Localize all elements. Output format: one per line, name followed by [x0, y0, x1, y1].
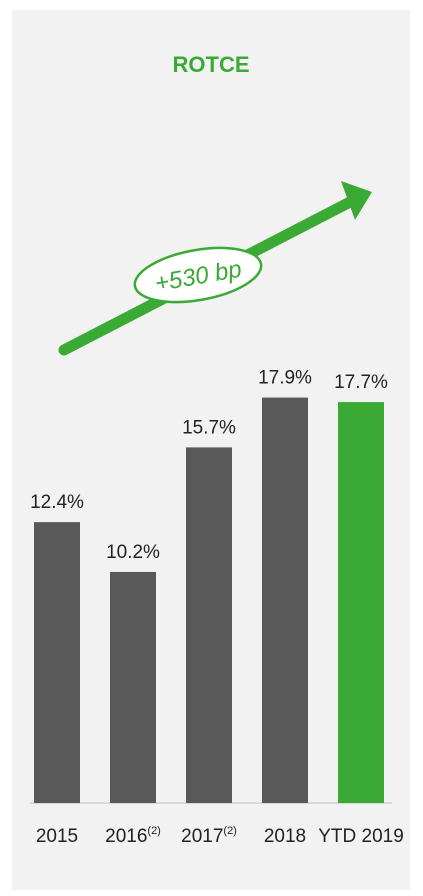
footnote-superscript: (2) — [147, 825, 160, 837]
bar-ytd-2019 — [338, 402, 384, 803]
chart-title: ROTCE — [173, 52, 250, 77]
value-label: 12.4% — [30, 492, 84, 513]
category-label: YTD 2019 — [318, 826, 404, 847]
bar-2017 — [186, 447, 232, 803]
bar-2015 — [34, 522, 80, 803]
category-label: 2017(2) — [181, 825, 237, 847]
value-label: 17.9% — [258, 368, 312, 389]
category-labels-group: 2015 2016(2) 2017(2) 2018 YTD 2019 — [36, 825, 404, 847]
value-label: 15.7% — [182, 417, 236, 438]
category-label: 2015 — [36, 826, 78, 847]
value-label: 17.7% — [334, 372, 388, 393]
value-label: 10.2% — [106, 542, 160, 563]
growth-badge: +530 bp — [133, 246, 263, 304]
category-label: 2018 — [264, 826, 306, 847]
bar-2018 — [262, 397, 308, 803]
chart-panel: ROTCE +530 bp 12.4% 10.2% 15.7% 17.9% 17.7% … — [12, 10, 410, 890]
bars-group — [34, 397, 384, 803]
category-label: 2016(2) — [105, 825, 161, 847]
bar-2016 — [110, 571, 156, 803]
footnote-superscript: (2) — [223, 825, 236, 837]
rotce-bar-chart: ROTCE +530 bp 12.4%10.2%15.7%17.9% 17.7% … — [30, 52, 404, 847]
value-labels-group: 12.4% 10.2% 15.7% 17.9% 17.7% — [30, 368, 388, 563]
